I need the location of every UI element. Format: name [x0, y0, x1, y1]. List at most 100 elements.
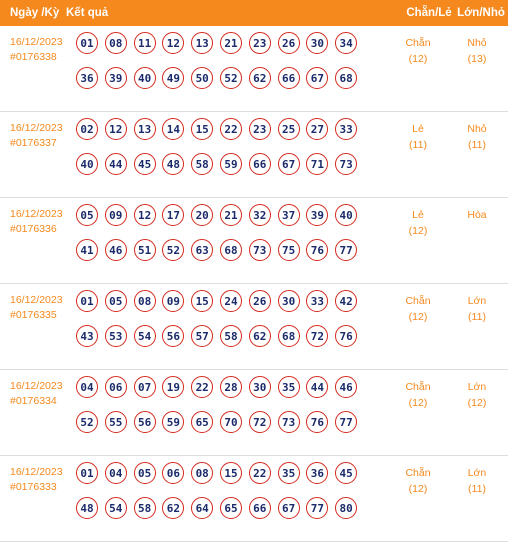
- draw-period[interactable]: #0176334: [10, 395, 57, 407]
- result-ball: 43: [76, 325, 98, 347]
- header-lonnho: Lớn/Nhỏ: [457, 7, 505, 19]
- result-ball: 09: [104, 204, 127, 226]
- row-date-period[interactable]: 16/12/2023 #0176338: [10, 35, 74, 65]
- header-chanle: Chẵn/Lẻ: [406, 7, 452, 19]
- result-balls: 05 09 12 17 20 21 32 37 39 40 41 46 51 52 63 68 73 75 76 77: [76, 204, 366, 274]
- result-ball: 01: [76, 290, 98, 312]
- result-ball: 08: [191, 462, 214, 484]
- result-ball: 66: [277, 67, 300, 89]
- draw-date: 16/12/2023: [10, 36, 63, 48]
- lonnho-cell: Nhỏ (11): [450, 121, 504, 153]
- result-ball: 52: [219, 67, 242, 89]
- ball-row: 52 55 56 59 65 70 72 73 76 77: [76, 411, 366, 435]
- chanle-cell: Lẻ (12): [393, 207, 443, 239]
- result-balls: 01 04 05 06 08 15 22 35 36 45 48 54 58 62 64 65 66 67 77 80: [76, 462, 366, 532]
- result-ball: 65: [219, 497, 242, 519]
- result-ball: 13: [133, 118, 156, 140]
- result-ball: 15: [191, 290, 214, 312]
- chanle-count: (12): [408, 397, 428, 409]
- result-ball: 54: [104, 497, 127, 519]
- result-ball: 30: [248, 376, 271, 398]
- result-ball: 75: [277, 239, 300, 261]
- row-date-period[interactable]: 16/12/2023 #0176333: [10, 465, 74, 495]
- result-ball: 15: [219, 462, 242, 484]
- draw-period[interactable]: #0176335: [10, 309, 57, 321]
- result-ball: 76: [306, 411, 329, 433]
- chanle-value: Chẵn: [405, 467, 431, 479]
- ball-row: 01 05 08 09 15 24 26 30 33 42: [76, 290, 366, 314]
- result-ball: 49: [162, 67, 185, 89]
- result-ball: 08: [133, 290, 156, 312]
- result-ball: 50: [191, 67, 214, 89]
- result-ball: 12: [162, 32, 185, 54]
- result-ball: 02: [76, 118, 98, 140]
- result-ball: 46: [335, 376, 358, 398]
- result-ball: 15: [191, 118, 214, 140]
- result-ball: 09: [162, 290, 185, 312]
- result-ball: 44: [104, 153, 127, 175]
- result-ball: 21: [219, 32, 242, 54]
- result-ball: 35: [277, 462, 300, 484]
- result-ball: 40: [335, 204, 358, 226]
- result-ball: 66: [248, 497, 271, 519]
- result-ball: 35: [277, 376, 300, 398]
- lonnho-count: (11): [468, 483, 486, 495]
- draw-period[interactable]: #0176338: [10, 51, 57, 63]
- ball-row: 01 08 11 12 13 21 23 26 30 34: [76, 32, 366, 56]
- lonnho-cell: Lớn (11): [450, 293, 504, 325]
- result-ball: 59: [162, 411, 185, 433]
- chanle-value: Chẵn: [405, 295, 431, 307]
- lonnho-count: (11): [468, 139, 486, 151]
- result-ball: 67: [277, 153, 300, 175]
- header-result: Kết quả: [66, 7, 109, 19]
- lonnho-value: Nhỏ: [467, 123, 487, 135]
- result-ball: 05: [76, 204, 98, 226]
- chanle-count: (12): [408, 483, 428, 495]
- ball-row: 40 44 45 48 58 59 66 67 71 73: [76, 153, 366, 177]
- result-ball: 39: [306, 204, 329, 226]
- result-ball: 48: [162, 153, 185, 175]
- row-date-period[interactable]: 16/12/2023 #0176337: [10, 121, 74, 151]
- draw-period[interactable]: #0176333: [10, 481, 57, 493]
- ball-row: 43 53 54 56 57 58 62 68 72 76: [76, 325, 366, 349]
- result-ball: 62: [248, 67, 271, 89]
- draw-period[interactable]: #0176336: [10, 223, 57, 235]
- lonnho-cell: Lớn (11): [450, 465, 504, 497]
- result-ball: 62: [162, 497, 185, 519]
- row-date-period[interactable]: 16/12/2023 #0176336: [10, 207, 74, 237]
- result-ball: 11: [133, 32, 156, 54]
- result-ball: 17: [162, 204, 185, 226]
- ball-row: 41 46 51 52 63 68 73 75 76 77: [76, 239, 366, 263]
- chanle-cell: Chẵn (12): [393, 465, 443, 497]
- lonnho-cell: Nhỏ (13): [450, 35, 504, 67]
- result-ball: 56: [133, 411, 156, 433]
- chanle-count: (12): [408, 311, 428, 323]
- table-row: 16/12/2023 #0176338 01 08 11 12 13 21 23 26 30 34 36…: [0, 26, 508, 112]
- chanle-cell: Chẵn (12): [393, 379, 443, 411]
- result-ball: 45: [335, 462, 358, 484]
- result-ball: 22: [191, 376, 214, 398]
- result-ball: 77: [306, 497, 329, 519]
- ball-row: 05 09 12 17 20 21 32 37 39 40: [76, 204, 366, 228]
- result-ball: 30: [306, 32, 329, 54]
- result-ball: 27: [306, 118, 329, 140]
- result-ball: 72: [306, 325, 329, 347]
- row-date-period[interactable]: 16/12/2023 #0176334: [10, 379, 74, 409]
- result-ball: 57: [191, 325, 214, 347]
- result-ball: 51: [133, 239, 156, 261]
- result-ball: 01: [76, 32, 98, 54]
- table-row: 16/12/2023 #0176337 02 12 13 14 15 22 23 25 27 33 40…: [0, 112, 508, 198]
- result-ball: 06: [162, 462, 185, 484]
- draw-period[interactable]: #0176337: [10, 137, 57, 149]
- chanle-value: Chẵn: [405, 37, 431, 49]
- chanle-count: (12): [408, 53, 428, 65]
- row-date-period[interactable]: 16/12/2023 #0176335: [10, 293, 74, 323]
- result-ball: 73: [335, 153, 358, 175]
- result-ball: 73: [277, 411, 300, 433]
- result-ball: 23: [248, 118, 271, 140]
- result-ball: 32: [248, 204, 271, 226]
- lonnho-cell: Hòa: [450, 207, 504, 223]
- table-row: 16/12/2023 #0176333 01 04 05 06 08 15 22 35 36 45 48…: [0, 456, 508, 542]
- result-balls: 02 12 13 14 15 22 23 25 27 33 40 44 45 48 58 59 66 67 71 73: [76, 118, 366, 188]
